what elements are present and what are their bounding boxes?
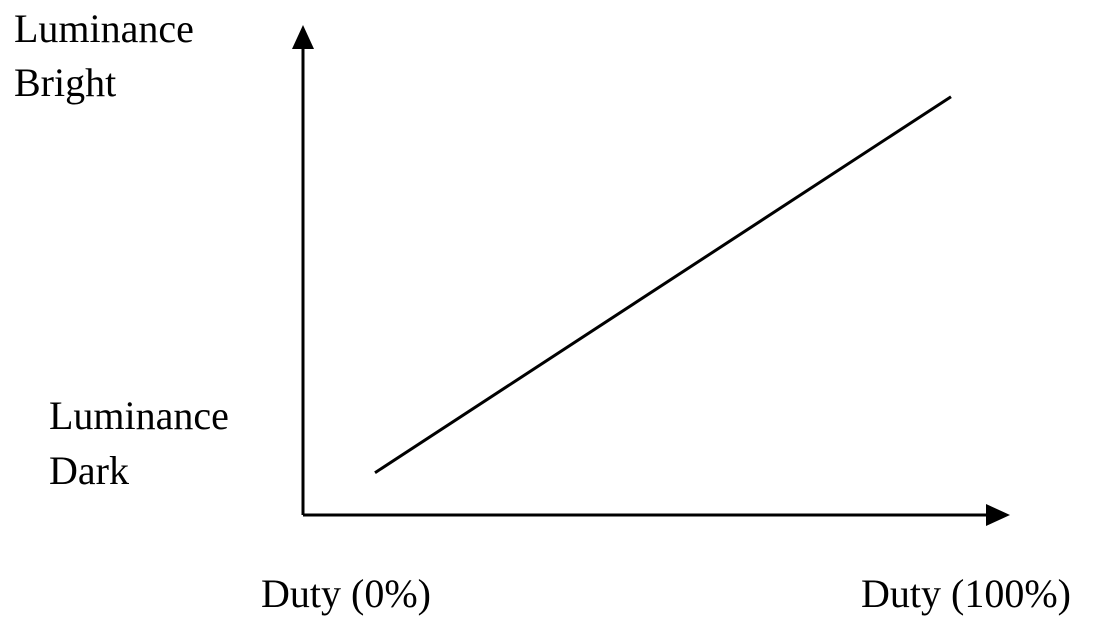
x-axis-min-label: Duty (0%) — [261, 571, 431, 616]
series-line-0 — [374, 95, 952, 474]
chart-axes — [292, 25, 1010, 526]
y-axis-bottom-label-line1: Luminance — [49, 393, 229, 438]
y-axis-top-label-line1: Luminance — [14, 6, 194, 51]
x-axis-max-label: Duty (100%) — [861, 571, 1071, 616]
y-axis-arrowhead — [292, 25, 314, 49]
chart-plot-area — [374, 95, 952, 474]
x-axis-arrowhead — [986, 504, 1010, 526]
y-axis-top-label-line2: Bright — [14, 60, 117, 105]
y-axis-bottom-label-line2: Dark — [49, 448, 129, 493]
